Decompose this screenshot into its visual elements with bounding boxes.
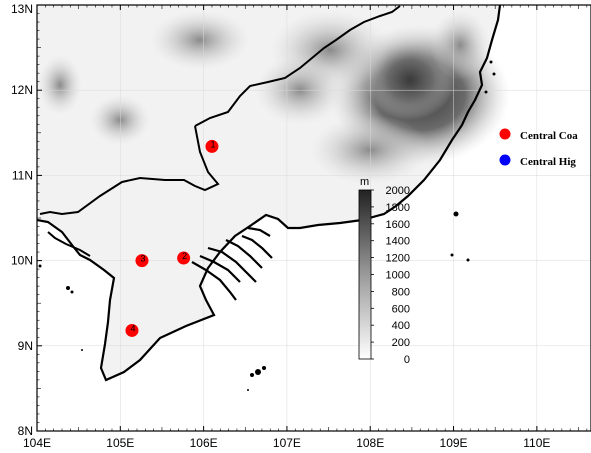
x-tick-label: 109E <box>440 436 468 450</box>
y-tick-label: 8N <box>18 424 33 438</box>
y-tick-label: 9N <box>18 339 33 353</box>
colorbar-tick-label: 600 <box>392 303 410 315</box>
station-marker[interactable] <box>205 139 219 153</box>
colorbar-bar <box>358 189 372 360</box>
station-number: 4 <box>130 323 135 333</box>
x-tick-label: 108E <box>356 436 384 450</box>
x-tick-label: 107E <box>273 436 301 450</box>
country-border <box>194 5 401 127</box>
x-tick-label: 106E <box>190 436 218 450</box>
station-marker[interactable] <box>125 323 139 337</box>
y-tick-label: 13N <box>11 2 33 16</box>
station-number: 3 <box>140 254 145 264</box>
x-tick-label: 104E <box>23 436 51 450</box>
station-number: 2 <box>182 251 187 261</box>
colorbar-unit: m <box>360 176 369 188</box>
station-number: 1 <box>210 139 215 149</box>
y-tick-label: 12N <box>11 83 33 97</box>
country-border <box>47 231 91 257</box>
legend-label-central-coast: Central Coa <box>520 130 578 142</box>
coastline <box>37 5 502 382</box>
colorbar-tick-label: 0 <box>404 354 410 366</box>
colorbar-tick-label: 800 <box>392 286 410 298</box>
country-border <box>39 125 220 216</box>
station-marker[interactable] <box>177 251 191 265</box>
colorbar-tick-label: 2000 <box>386 185 410 197</box>
x-tick-label: 105E <box>106 436 134 450</box>
y-tick-label: 11N <box>12 168 33 182</box>
legend: Central Coa Central Hig <box>499 128 578 168</box>
station-markers: 1 3 2 4 <box>125 139 219 337</box>
axis-labels: 104E 105E 106E 107E 108E 109E 110E8N9N10N11N12… <box>11 2 550 450</box>
station-marker[interactable] <box>135 254 149 268</box>
legend-marker-central-coast <box>499 128 511 140</box>
colorbar-tick-label: 1600 <box>386 219 410 231</box>
colorbar-tick-label: 400 <box>392 320 410 332</box>
frame-ticks <box>36 4 588 432</box>
legend-marker-central-highlands <box>499 154 511 166</box>
colorbar-tick-label: 200 <box>392 337 410 349</box>
x-tick-label: 110E <box>523 436 550 450</box>
map-area[interactable]: 1 3 2 4 <box>37 5 591 431</box>
colorbar-tick-label: 1800 <box>386 202 410 214</box>
y-tick-label: 10N <box>11 254 33 268</box>
river-mouths <box>191 226 273 301</box>
colorbar-tick-label: 1000 <box>386 270 410 282</box>
colorbar-tick-label: 1200 <box>386 253 410 265</box>
legend-label-central-highlands: Central Hig <box>520 156 576 168</box>
islands <box>38 60 496 391</box>
colorbar-tick-label: 1400 <box>386 236 410 248</box>
